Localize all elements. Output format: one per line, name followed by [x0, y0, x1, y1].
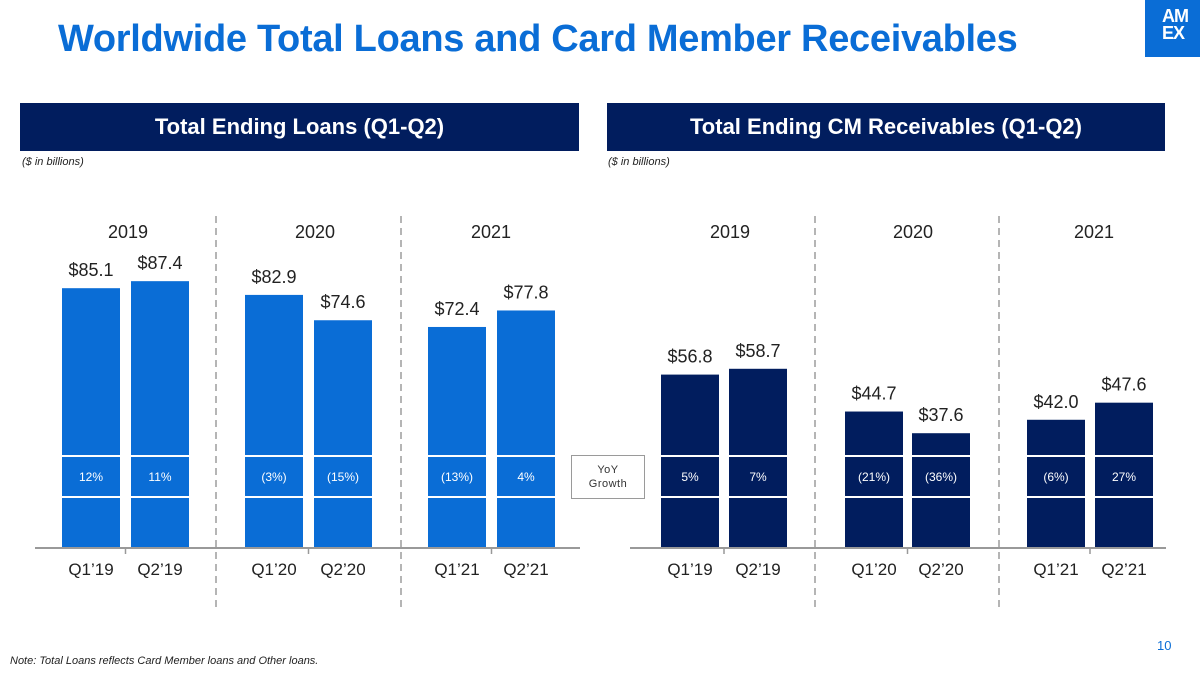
- loans-category-label-0: Q1’19: [68, 560, 113, 579]
- page-title: Worldwide Total Loans and Card Member Re…: [58, 18, 1018, 60]
- loans-bar-3: [314, 320, 372, 548]
- loans-category-label-4: Q1’21: [434, 560, 479, 579]
- loans-yoy-growth-0: 12%: [79, 470, 103, 484]
- loans-yoy-growth-1: 11%: [148, 470, 171, 484]
- loans-yoy-growth-3: (15%): [327, 470, 359, 484]
- receivables-unit-note: ($ in billions): [608, 156, 670, 168]
- receivables-yoy-growth-5: 27%: [1112, 470, 1136, 484]
- loans-category-label-5: Q2’21: [503, 560, 548, 579]
- amex-logo: AM EX: [1145, 0, 1200, 57]
- receivables-category-label-2: Q1’20: [851, 560, 896, 579]
- receivables-yoy-growth-3: (36%): [925, 470, 957, 484]
- loans-category-label-1: Q2’19: [137, 560, 182, 579]
- page-number: 10: [1157, 638, 1172, 653]
- loans-value-label-3: $74.6: [320, 292, 365, 312]
- loans-yoy-growth-2: (3%): [261, 470, 286, 484]
- loans-bar-2: [245, 294, 303, 548]
- receivables-category-label-0: Q1’19: [667, 560, 712, 579]
- receivables-yoy-growth-2: (21%): [858, 470, 890, 484]
- loans-bar-4: [428, 326, 486, 548]
- receivables-bar-5: [1095, 402, 1153, 548]
- receivables-value-label-0: $56.8: [667, 347, 712, 367]
- loans-value-label-5: $77.8: [503, 282, 548, 302]
- receivables-value-label-4: $42.0: [1033, 392, 1078, 412]
- receivables-category-label-5: Q2’21: [1101, 560, 1146, 579]
- loans-value-label-1: $87.4: [137, 253, 182, 273]
- loans-category-label-2: Q1’20: [251, 560, 296, 579]
- loans-category-label-3: Q2’20: [320, 560, 365, 579]
- receivables-category-label-4: Q1’21: [1033, 560, 1078, 579]
- loans-year-label-2020: 2020: [295, 222, 335, 242]
- loans-unit-note: ($ in billions): [22, 156, 84, 168]
- receivables-bar-1: [729, 368, 787, 548]
- loans-value-label-0: $85.1: [68, 260, 113, 280]
- loans-bar-1: [131, 281, 189, 548]
- loans-yoy-growth-4: (13%): [441, 470, 473, 484]
- loans-yoy-growth-5: 4%: [517, 470, 535, 484]
- receivables-category-label-1: Q2’19: [735, 560, 780, 579]
- receivables-bar-0: [661, 374, 719, 548]
- receivables-value-label-3: $37.6: [918, 405, 963, 425]
- receivables-bar-3: [912, 433, 970, 548]
- loans-value-label-4: $72.4: [434, 299, 479, 319]
- loans-panel-header: Total Ending Loans (Q1-Q2): [20, 103, 579, 151]
- loans-bar-0: [62, 288, 120, 548]
- receivables-year-label-2021: 2021: [1074, 222, 1114, 242]
- receivables-year-label-2020: 2020: [893, 222, 933, 242]
- loans-value-label-2: $82.9: [251, 267, 296, 287]
- loans-year-label-2019: 2019: [108, 222, 148, 242]
- receivables-panel-header: Total Ending CM Receivables (Q1-Q2): [607, 103, 1165, 151]
- receivables-category-label-3: Q2’20: [918, 560, 963, 579]
- loans-bar-5: [497, 310, 555, 548]
- footnote: Note: Total Loans reflects Card Member l…: [10, 655, 319, 667]
- yoy-growth-legend: YoY Growth: [571, 455, 645, 499]
- loans-year-label-2021: 2021: [471, 222, 511, 242]
- receivables-bar-4: [1027, 419, 1085, 548]
- receivables-value-label-5: $47.6: [1101, 375, 1146, 395]
- receivables-yoy-growth-4: (6%): [1043, 470, 1068, 484]
- receivables-bar-2: [845, 411, 903, 548]
- receivables-year-label-2019: 2019: [710, 222, 750, 242]
- receivables-value-label-1: $58.7: [735, 341, 780, 361]
- receivables-value-label-2: $44.7: [851, 384, 896, 404]
- receivables-yoy-growth-1: 7%: [749, 470, 767, 484]
- receivables-yoy-growth-0: 5%: [681, 470, 699, 484]
